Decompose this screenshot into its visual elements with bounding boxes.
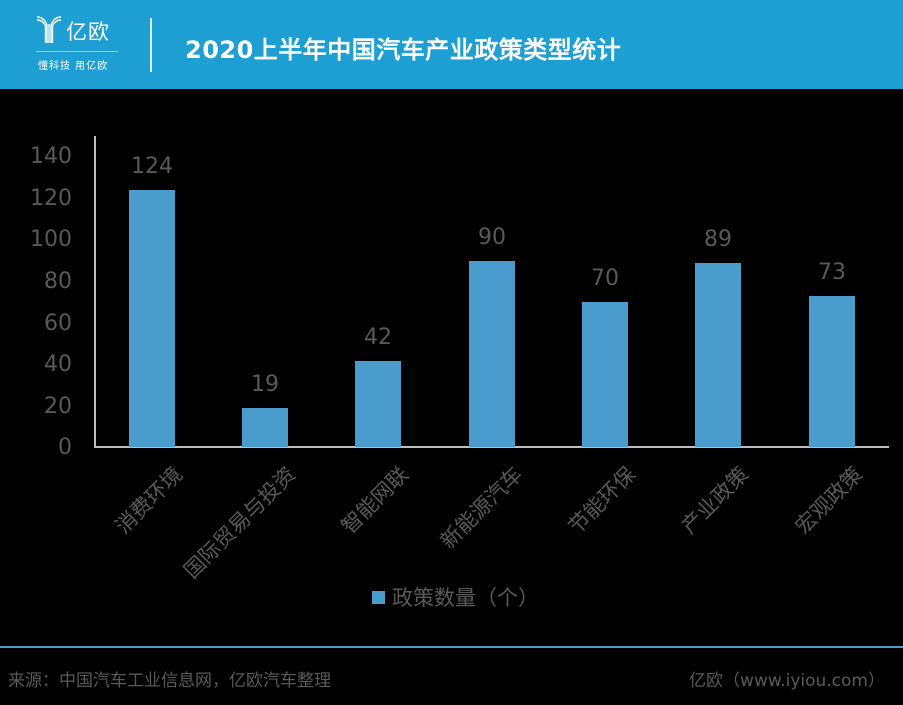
y-tick: 120: [30, 186, 72, 211]
bar-smart-connected[interactable]: [355, 361, 401, 447]
bar-value: 73: [818, 260, 846, 285]
y-tick: 0: [58, 435, 72, 460]
bar-value: 90: [478, 225, 506, 250]
source-note: 来源：中国汽车工业信息网，亿欧汽车整理: [8, 671, 331, 691]
x-label: 新能源汽车: [435, 462, 528, 554]
bar-value: 42: [364, 325, 392, 350]
bar-value: 124: [131, 154, 173, 179]
x-label: 国际贸易与投资: [179, 462, 301, 584]
bar-energy-saving[interactable]: [582, 302, 628, 447]
bar-industry-policy[interactable]: [695, 263, 741, 447]
legend-label: 政策数量（个）: [392, 586, 539, 610]
bar-value: 19: [251, 372, 279, 397]
y-tick: 20: [44, 394, 72, 419]
x-label: 节能环保: [563, 462, 641, 539]
header-divider: [150, 18, 152, 72]
credit-note: 亿欧（www.iyiou.com）: [689, 671, 885, 691]
x-label: 消费环境: [110, 462, 188, 539]
bar-new-energy[interactable]: [469, 261, 515, 447]
footer-divider: [0, 646, 903, 648]
y-axis: [94, 136, 96, 448]
legend-swatch-icon: [372, 590, 385, 604]
chart-legend[interactable]: 政策数量（个）: [372, 582, 539, 612]
bar-consumer-environment[interactable]: [129, 190, 175, 447]
y-tick: 40: [44, 352, 72, 377]
y-tick: 140: [30, 144, 72, 169]
logo-slogan: 懂科技 用亿欧: [38, 61, 109, 72]
y-tick: 60: [44, 311, 72, 336]
x-label: 智能网联: [336, 462, 414, 539]
y-tick: 80: [44, 269, 72, 294]
bar-value: 70: [591, 266, 619, 291]
x-label: 宏观政策: [790, 462, 868, 539]
x-label: 产业政策: [676, 462, 754, 539]
chart-title: 2020上半年中国汽车产业政策类型统计: [185, 36, 622, 64]
logo-name: 亿欧: [66, 20, 110, 44]
y-tick: 100: [30, 227, 72, 252]
logo-underline: [36, 51, 118, 52]
logo-y-icon: [36, 16, 62, 43]
bar-trade-investment[interactable]: [242, 408, 288, 447]
header-banner: 亿欧 懂科技 用亿欧 2020上半年中国汽车产业政策类型统计: [0, 0, 903, 89]
bar-macro-policy[interactable]: [809, 296, 855, 447]
x-axis: [94, 446, 889, 448]
brand-logo: 亿欧 懂科技 用亿欧: [36, 14, 118, 72]
bar-value: 89: [704, 227, 732, 252]
